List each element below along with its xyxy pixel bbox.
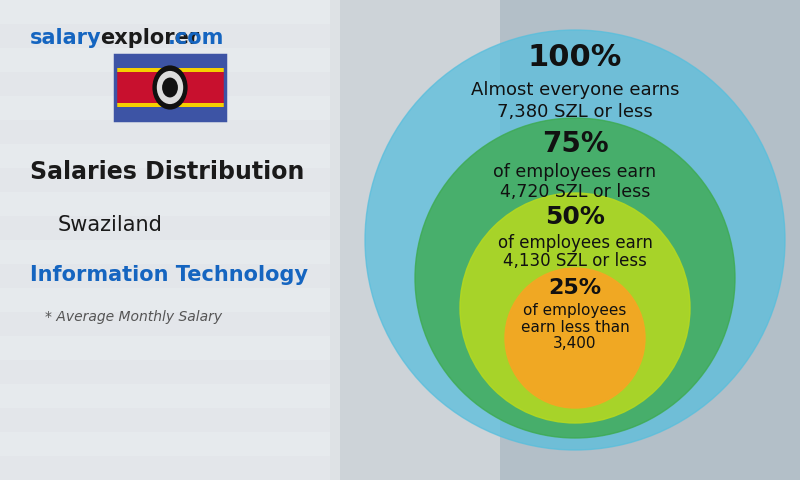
Text: 4,130 SZL or less: 4,130 SZL or less: [503, 252, 647, 270]
Text: 100%: 100%: [528, 44, 622, 72]
Bar: [0, 456, 330, 480]
Bar: [115, 72, 225, 103]
Ellipse shape: [162, 78, 178, 97]
Text: 25%: 25%: [549, 278, 602, 298]
Bar: [0, 312, 330, 336]
Text: salary: salary: [30, 28, 102, 48]
Bar: [115, 55, 225, 68]
Bar: [115, 103, 225, 107]
Bar: [0, 0, 330, 24]
Bar: [0, 96, 330, 120]
Bar: [0, 240, 330, 264]
Text: 50%: 50%: [545, 205, 605, 229]
Circle shape: [415, 118, 735, 438]
Text: Almost everyone earns: Almost everyone earns: [470, 81, 679, 99]
Bar: [0, 360, 330, 384]
Bar: [115, 55, 225, 120]
Bar: [115, 107, 225, 120]
Bar: [0, 192, 330, 216]
Text: * Average Monthly Salary: * Average Monthly Salary: [45, 310, 222, 324]
Circle shape: [505, 268, 645, 408]
Ellipse shape: [152, 65, 187, 109]
Text: .com: .com: [168, 28, 224, 48]
Bar: [0, 384, 330, 408]
Bar: [0, 216, 330, 240]
Bar: [0, 264, 330, 288]
Circle shape: [460, 193, 690, 423]
Bar: [0, 408, 330, 432]
Text: earn less than: earn less than: [521, 320, 630, 335]
Bar: [0, 432, 330, 456]
Text: Swaziland: Swaziland: [58, 215, 163, 235]
Bar: [0, 48, 330, 72]
Text: Information Technology: Information Technology: [30, 265, 308, 285]
Text: of employees: of employees: [523, 302, 626, 317]
Text: 4,720 SZL or less: 4,720 SZL or less: [500, 183, 650, 201]
Text: explorer: explorer: [100, 28, 199, 48]
Bar: [0, 72, 330, 96]
Text: of employees earn: of employees earn: [494, 163, 657, 181]
Bar: [500, 0, 800, 480]
Bar: [0, 24, 330, 48]
Ellipse shape: [157, 71, 183, 104]
Bar: [0, 0, 340, 480]
Text: 75%: 75%: [542, 130, 608, 158]
Bar: [0, 168, 330, 192]
Circle shape: [365, 30, 785, 450]
Bar: [0, 144, 330, 168]
Text: Salaries Distribution: Salaries Distribution: [30, 160, 304, 184]
Bar: [0, 288, 330, 312]
Text: 3,400: 3,400: [554, 336, 597, 351]
Text: 7,380 SZL or less: 7,380 SZL or less: [497, 103, 653, 121]
Bar: [0, 336, 330, 360]
Bar: [115, 68, 225, 72]
Text: of employees earn: of employees earn: [498, 234, 653, 252]
Bar: [0, 120, 330, 144]
